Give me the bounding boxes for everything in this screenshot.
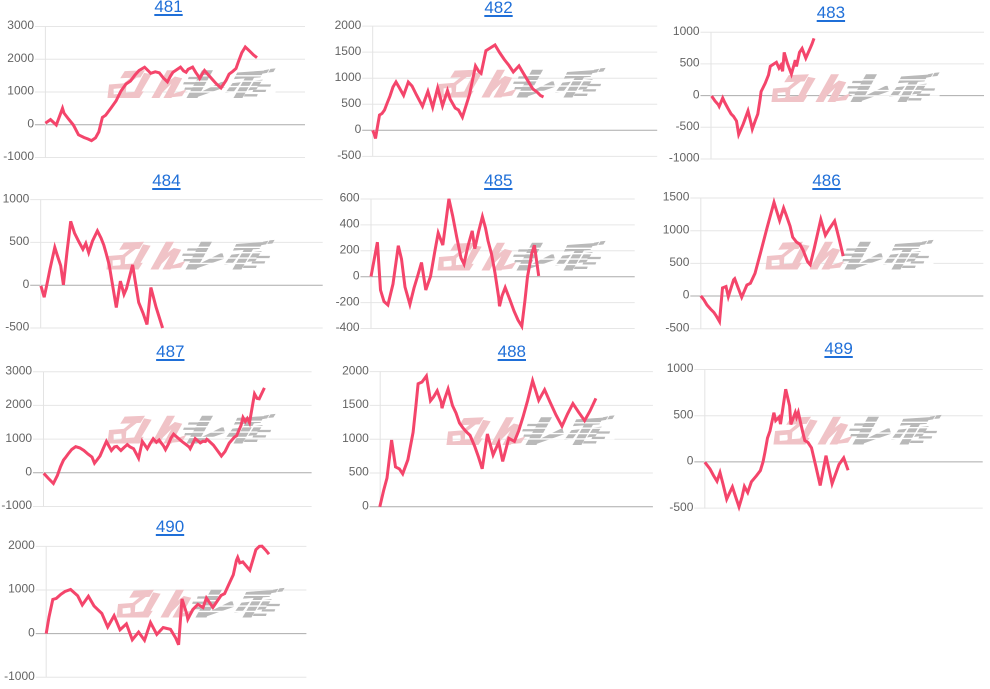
svg-text:1000: 1000 bbox=[667, 361, 694, 375]
svg-text:0: 0 bbox=[28, 625, 35, 639]
svg-text:1000: 1000 bbox=[673, 24, 700, 38]
svg-text:0: 0 bbox=[355, 122, 362, 136]
svg-text:1000: 1000 bbox=[5, 430, 32, 444]
svg-text:0: 0 bbox=[27, 116, 34, 130]
svg-text:3000: 3000 bbox=[5, 363, 32, 377]
svg-text:0: 0 bbox=[362, 498, 369, 512]
svg-text:-1000: -1000 bbox=[1, 498, 32, 512]
svg-text:1500: 1500 bbox=[335, 44, 362, 58]
svg-text:2000: 2000 bbox=[7, 51, 34, 65]
svg-text:3000: 3000 bbox=[7, 18, 34, 32]
svg-text:500: 500 bbox=[9, 234, 29, 248]
svg-text:600: 600 bbox=[340, 191, 360, 205]
svg-text:0: 0 bbox=[687, 453, 694, 467]
svg-text:-400: -400 bbox=[336, 320, 360, 334]
svg-text:0: 0 bbox=[23, 277, 30, 291]
svg-text:-500: -500 bbox=[665, 321, 689, 335]
svg-text:0: 0 bbox=[683, 288, 690, 302]
svg-text:2000: 2000 bbox=[335, 18, 362, 32]
svg-text:-500: -500 bbox=[5, 320, 29, 334]
svg-text:-200: -200 bbox=[336, 295, 360, 309]
svg-text:1000: 1000 bbox=[663, 223, 690, 237]
svg-text:-1000: -1000 bbox=[3, 149, 34, 163]
svg-text:400: 400 bbox=[340, 217, 360, 231]
svg-text:0: 0 bbox=[25, 464, 32, 478]
svg-text:500: 500 bbox=[673, 407, 693, 421]
svg-text:1000: 1000 bbox=[3, 192, 30, 206]
svg-text:0: 0 bbox=[693, 87, 700, 101]
svg-text:1000: 1000 bbox=[335, 70, 362, 84]
svg-text:200: 200 bbox=[340, 243, 360, 257]
svg-text:2000: 2000 bbox=[342, 363, 369, 377]
svg-text:-500: -500 bbox=[669, 499, 693, 513]
svg-text:1500: 1500 bbox=[342, 397, 369, 411]
svg-text:0: 0 bbox=[353, 269, 360, 283]
svg-text:500: 500 bbox=[680, 56, 700, 70]
svg-text:-1000: -1000 bbox=[4, 669, 35, 683]
svg-text:-1000: -1000 bbox=[669, 151, 700, 165]
svg-text:1500: 1500 bbox=[663, 190, 690, 204]
svg-text:2000: 2000 bbox=[5, 397, 32, 411]
svg-text:500: 500 bbox=[349, 464, 369, 478]
svg-text:1000: 1000 bbox=[8, 581, 35, 595]
svg-text:-500: -500 bbox=[337, 148, 361, 162]
svg-text:500: 500 bbox=[669, 255, 689, 269]
svg-text:1000: 1000 bbox=[7, 84, 34, 98]
svg-text:-500: -500 bbox=[676, 119, 700, 133]
svg-text:500: 500 bbox=[341, 96, 361, 110]
svg-text:1000: 1000 bbox=[342, 430, 369, 444]
svg-text:2000: 2000 bbox=[8, 538, 35, 552]
